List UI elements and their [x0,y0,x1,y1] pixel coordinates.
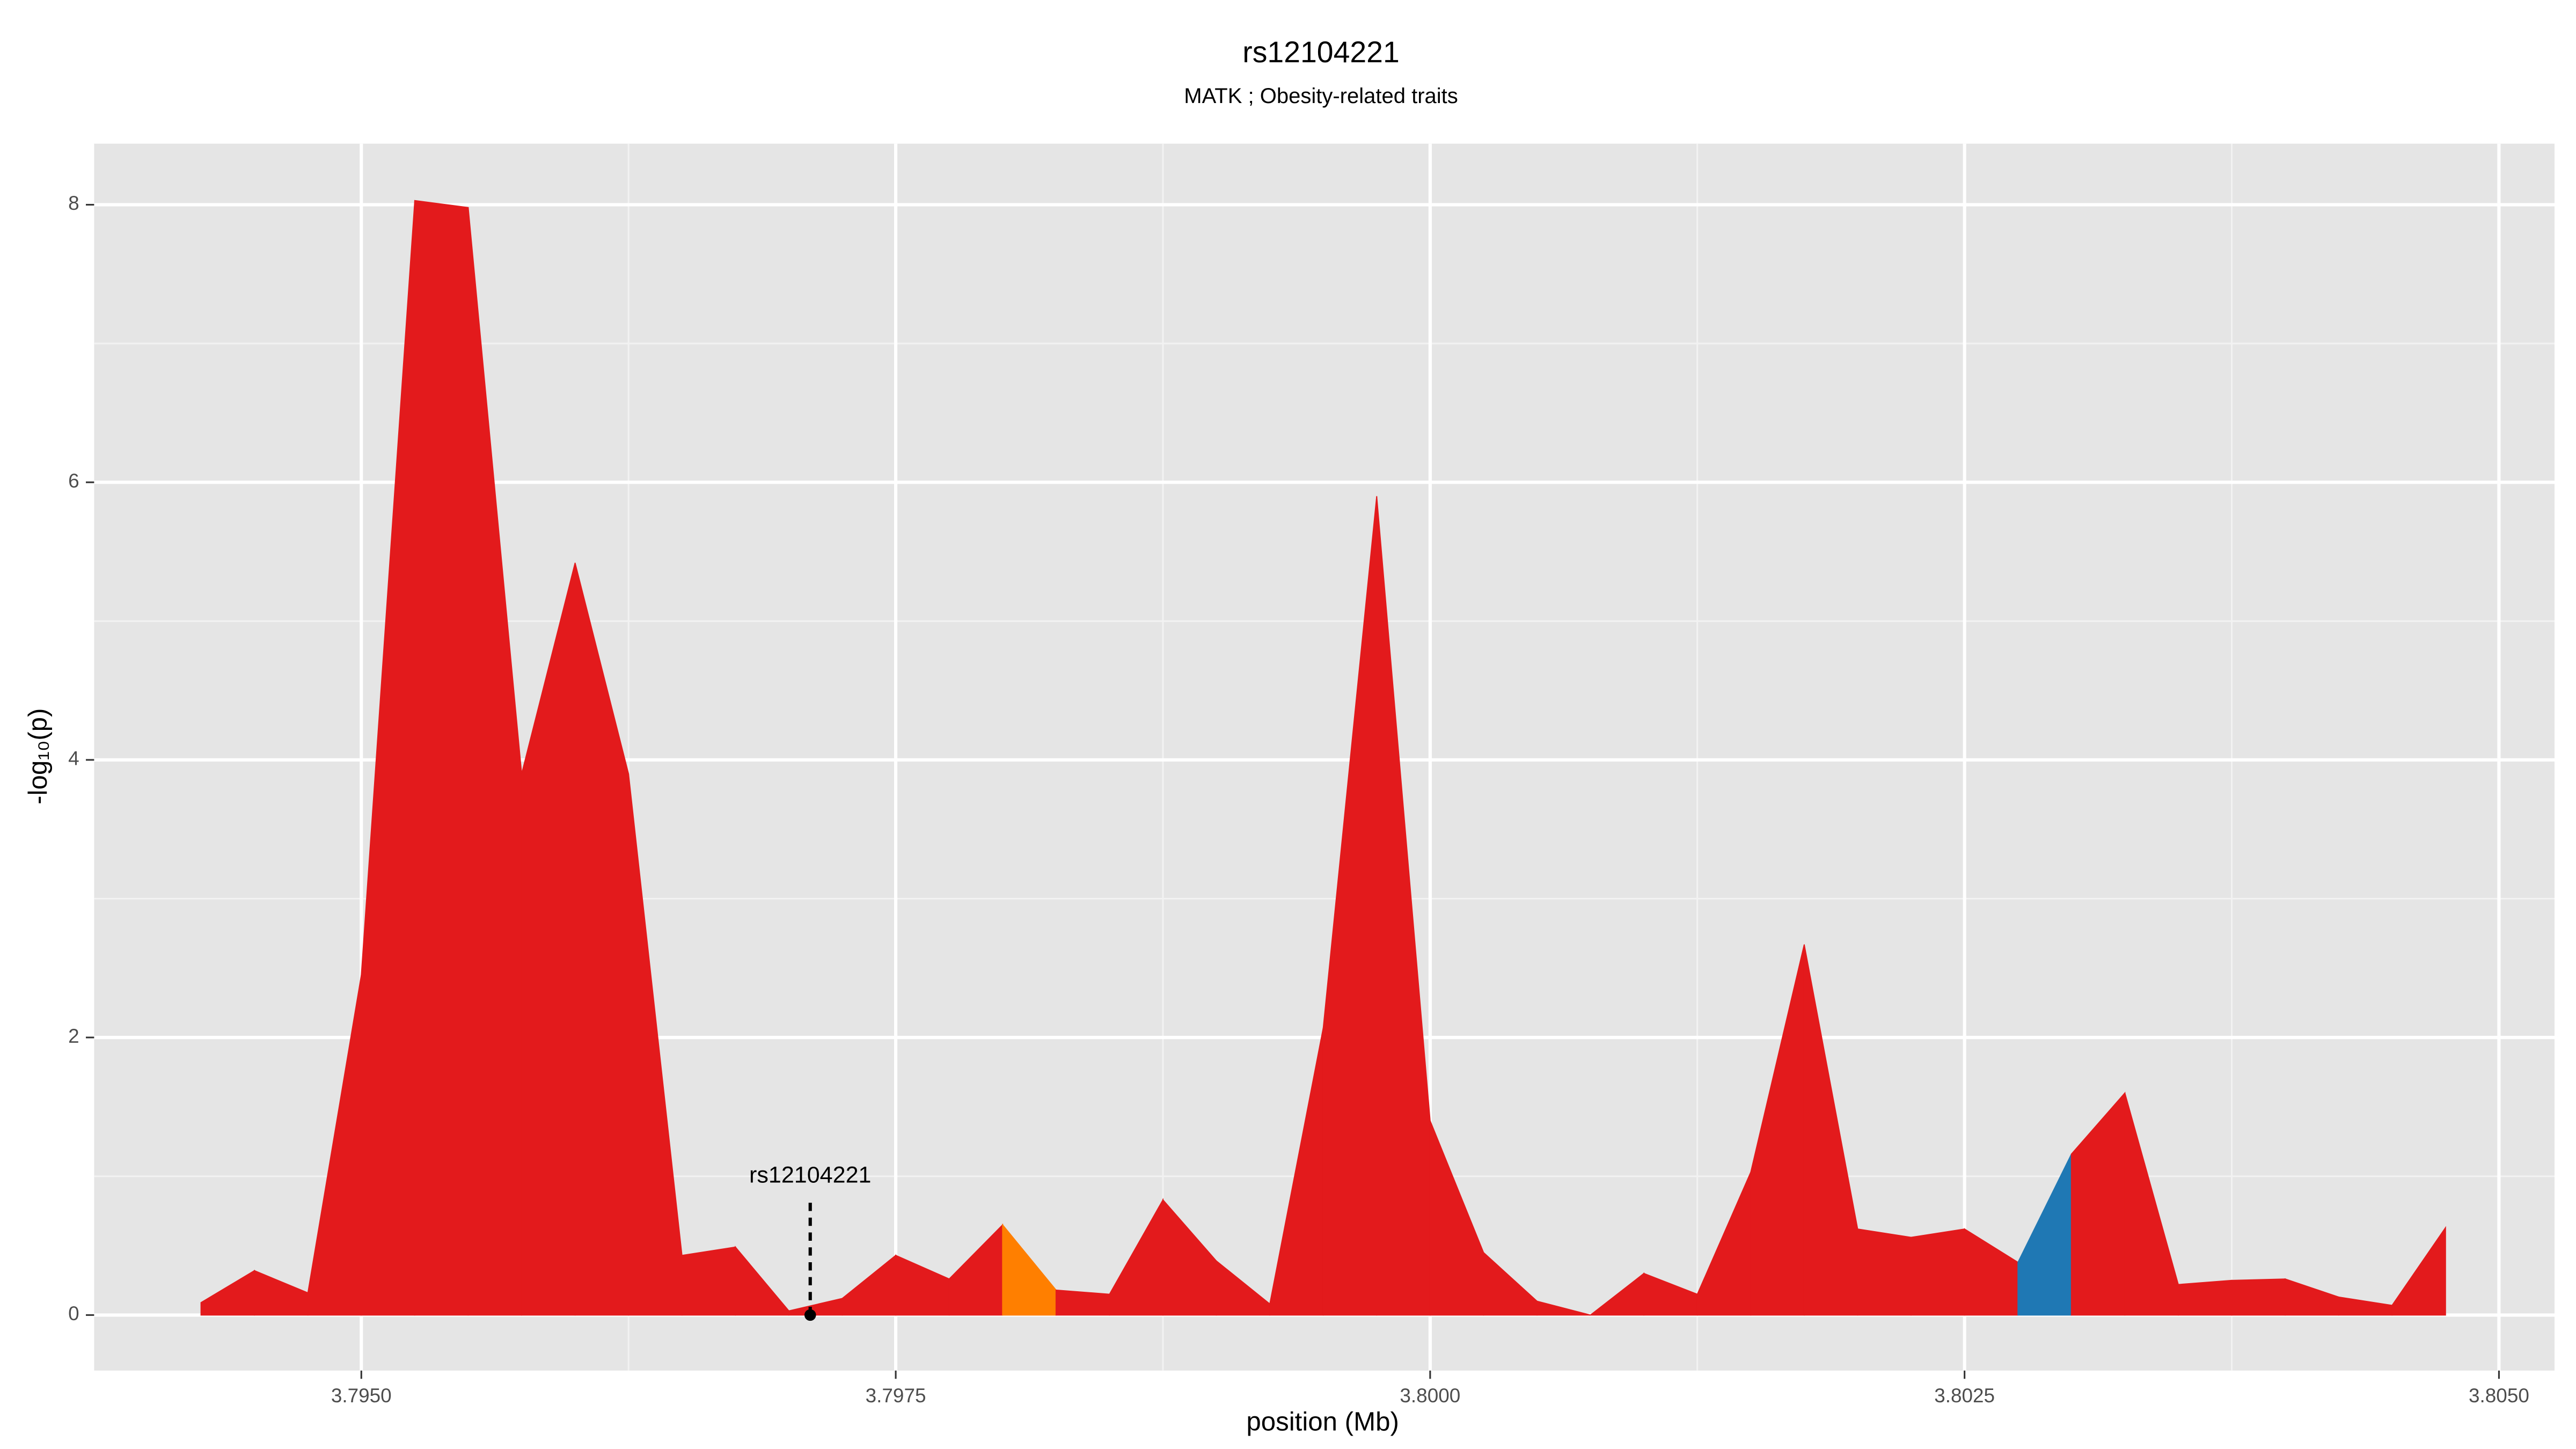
y-tick-label: 8 [68,192,79,214]
y-tick-label: 6 [68,470,79,492]
chart-title: rs12104221 [1242,35,1400,69]
area-segment [414,200,469,1316]
x-tick-label: 3.8000 [1400,1385,1460,1407]
area-segment [1055,1289,1110,1316]
x-tick-label: 3.8025 [1934,1385,1995,1407]
y-tick-label: 2 [68,1025,79,1047]
x-tick-label: 3.7975 [866,1385,926,1407]
area-segment [681,1246,736,1316]
area-segment [1911,1228,1965,1316]
x-axis-label: position (Mb) [1246,1407,1399,1436]
area-segment [1857,1228,1912,1316]
area-segment [1536,1300,1591,1316]
y-axis-label: -log₁₀(p) [23,708,53,804]
area-segment [2391,1226,2446,1316]
chart-subtitle: MATK ; Obesity-related traits [1184,84,1458,108]
area-segment [2178,1279,2233,1316]
area-segment [2231,1278,2286,1316]
annotation-label: rs12104221 [749,1162,871,1188]
annotation-point [804,1309,816,1321]
x-tick-label: 3.8050 [2469,1385,2529,1407]
x-tick-label: 3.7950 [331,1385,392,1407]
y-tick-label: 4 [68,748,79,770]
y-tick-label: 0 [68,1302,79,1324]
